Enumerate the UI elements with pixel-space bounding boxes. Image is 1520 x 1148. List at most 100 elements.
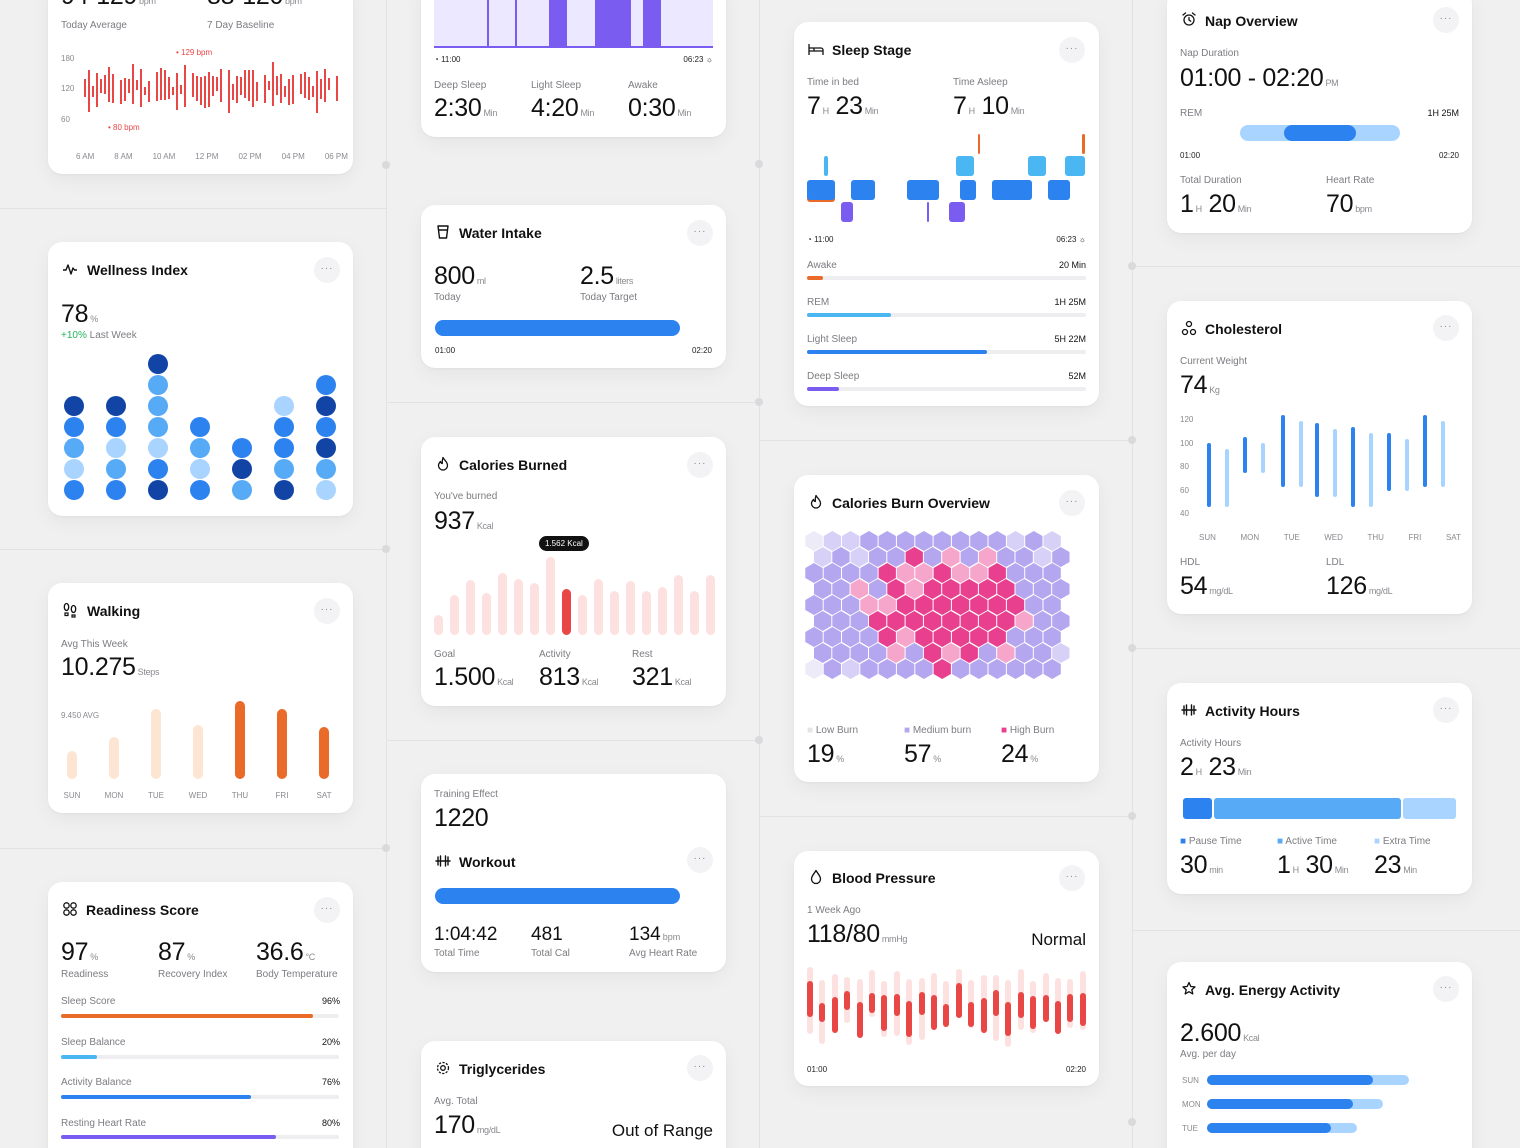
burn-hexagon [823,531,841,551]
burn-hexagon [978,579,997,599]
heart-rate-bar [132,64,134,105]
grid-dot [1128,436,1136,444]
legend-label: Pause Time [1188,836,1242,847]
time-in-bed-label: Time in bed [807,77,859,88]
burn-hexagon [1006,595,1025,615]
heart-rate-bar [200,77,202,106]
burn-hexagon [832,643,850,663]
more-button[interactable]: ··· [687,220,713,246]
wellness-index-card: Wellness Index ··· 78% +10% Last Week [48,242,353,516]
burn-hexagon [869,579,887,599]
burn-hexagon [960,611,978,631]
burn-hexagon [1006,627,1025,647]
calorie-bar [626,581,635,635]
nap-range: 01:00 - 02:20 [1180,64,1324,92]
stat-label: Body Temperature [256,969,338,980]
burn-hexagon [960,547,978,567]
total-duration-label: Total Duration [1180,175,1242,186]
more-button[interactable]: ··· [1059,37,1085,63]
more-button[interactable]: ··· [687,1055,713,1081]
more-button[interactable]: ··· [1059,490,1085,516]
burn-hexagon [915,627,933,647]
bp-value: 118/80 [807,920,880,948]
burn-hexagon [869,643,887,663]
burn-hexagon [923,643,942,663]
nap-total-minutes: 20 [1208,190,1236,218]
more-button[interactable]: ··· [1433,7,1459,33]
grid-line [386,402,759,403]
card-title: Wellness Index [87,262,188,278]
range-start: 01:00 [807,1065,828,1074]
sleep-stage-segment [992,180,1032,200]
nap-label: Nap Duration [1180,48,1239,59]
row-value: 52M [1068,371,1086,381]
more-button[interactable]: ··· [1433,697,1459,723]
wellness-dot [64,480,84,500]
wellness-dot [274,417,294,437]
burn-hexagon [988,531,1006,551]
grid-dot [1128,262,1136,270]
unit: % [90,314,98,324]
burn-hexagon [896,659,915,679]
burn-hexagon [988,595,1006,615]
burn-hexagon-chart [805,531,1070,679]
more-button[interactable]: ··· [314,897,340,923]
stat-label: Deep Sleep [434,80,487,91]
calorie-bar [514,579,523,635]
sleep-stage-segment [807,180,835,200]
flame-icon [437,456,449,471]
burn-hexagon [860,659,878,679]
heart-rate-bar [248,69,250,101]
more-button[interactable]: ··· [687,847,713,873]
burn-hexagon [1043,627,1061,647]
x-tick: TUE [1283,533,1300,542]
temperature-value: 36.6 [256,938,304,966]
y-tick: 120 [61,84,75,93]
more-button[interactable]: ··· [687,452,713,478]
legend-label: High Burn [1009,725,1055,736]
goal-value: 1.500 [434,663,496,691]
unit: bpm [662,932,681,942]
burn-hexagon [832,547,850,567]
more-button[interactable]: ··· [314,257,340,283]
awake-value: 0:30 [628,94,676,122]
burn-hexagon [1033,643,1052,663]
card-title: Calories Burned [459,457,568,473]
burn-hexagon [869,547,887,567]
wellness-dot [64,438,84,458]
burn-hexagon [915,531,933,551]
burn-hexagon [1052,611,1070,631]
burn-hexagon [1052,643,1070,663]
more-button[interactable]: ··· [1059,865,1085,891]
more-button[interactable]: ··· [1433,315,1459,341]
more-button[interactable]: ··· [1433,976,1459,1002]
calories-value: 937 [434,507,475,535]
wellness-dot [106,480,126,500]
card-title: Calories Burn Overview [832,495,990,511]
grid-dot [755,160,763,168]
sleep-stage-segment [851,180,875,200]
card-title: Triglycerides [459,1061,546,1077]
walking-bar [109,737,119,779]
wellness-change-label: Last Week [89,330,137,341]
grid-dot [1128,812,1136,820]
heart-rate-bar [304,72,306,99]
unit: PM [1325,78,1339,88]
bp-value-bar [1030,995,1037,1030]
card-title: Activity Hours [1205,703,1300,719]
unit: H [1195,204,1203,214]
light-sleep-bar [807,350,987,354]
x-tick: WED [188,791,208,800]
heart-rate-today-label: Today Average [61,20,127,31]
range-end: 02:20 [1065,1065,1086,1074]
energy-value: 2.600 [1180,1019,1242,1047]
wellness-dot [274,396,294,416]
water-progress-bar [435,320,680,336]
sleep-stage-segment [1082,134,1085,154]
x-tick: THU [231,791,249,800]
burn-hexagon [970,659,988,679]
burn-hexagon [814,643,832,663]
more-button[interactable]: ··· [314,598,340,624]
burn-hexagon [951,595,970,615]
low-burn-value: 19 [807,740,835,768]
